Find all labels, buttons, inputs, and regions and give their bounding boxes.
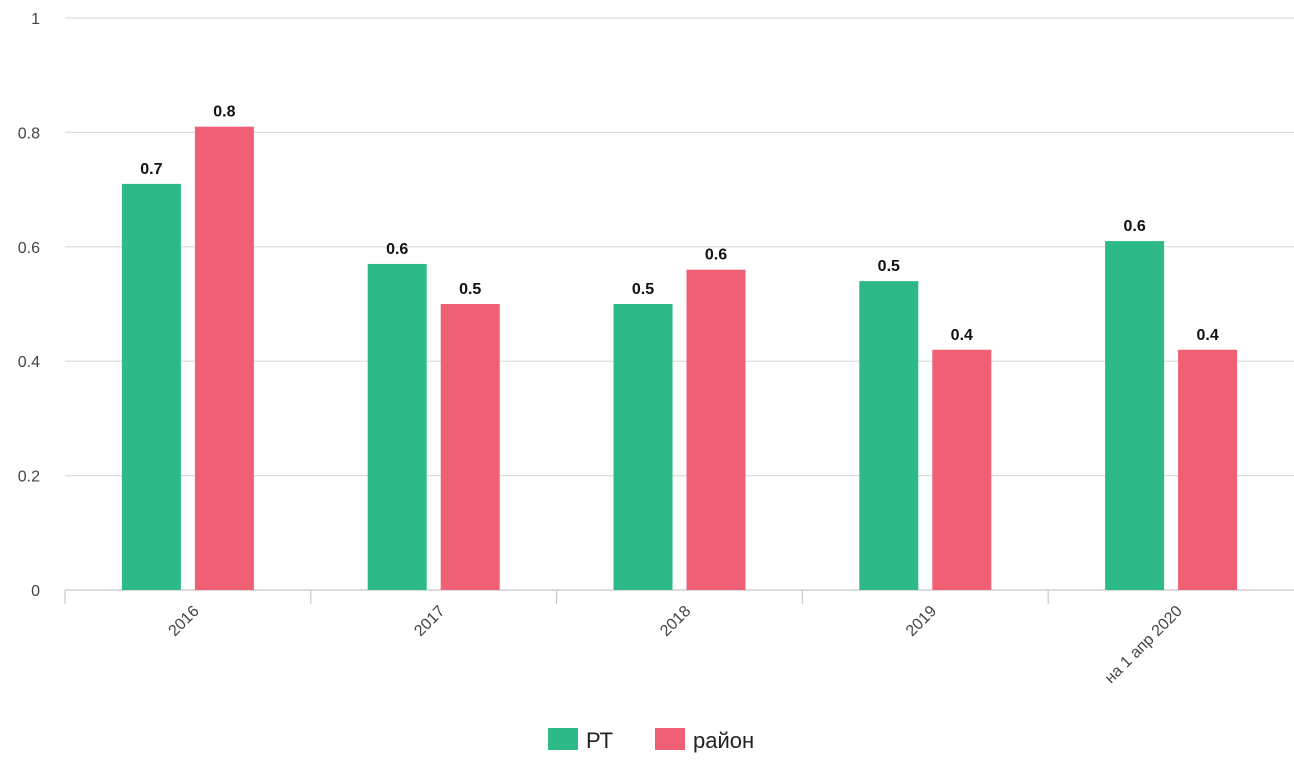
bars-layer <box>121 126 1238 591</box>
x-tick-label: 2017 <box>411 603 448 640</box>
x-tick-label: 2019 <box>903 603 940 640</box>
legend-label: РТ <box>586 728 613 753</box>
bar-raion <box>194 126 254 591</box>
data-label: 0.4 <box>951 327 973 344</box>
y-tick-label: 0 <box>31 583 40 600</box>
data-labels-layer: 0.7 0.6 0.5 0.5 0.6 0.8 0.5 0.6 0.4 0.4 <box>140 104 1219 344</box>
bar-raion <box>440 304 500 590</box>
bar-raion <box>686 269 746 590</box>
bar-raion <box>932 349 992 590</box>
y-tick-label: 0.6 <box>18 240 40 257</box>
bar-rt <box>613 304 673 590</box>
bar-raion <box>1178 349 1238 590</box>
legend-swatch <box>655 728 685 750</box>
legend-swatch <box>548 728 578 750</box>
legend: РТ район <box>548 728 754 753</box>
bar-rt <box>367 263 427 590</box>
data-label: 0.6 <box>386 241 408 258</box>
bar-rt <box>121 183 181 590</box>
bar-rt <box>1105 241 1165 590</box>
legend-label: район <box>693 728 754 753</box>
y-tick-label: 0.2 <box>18 469 40 486</box>
data-label: 0.5 <box>878 258 900 275</box>
bar-rt <box>859 281 919 590</box>
x-tick-label: 2018 <box>657 603 694 640</box>
data-label: 0.5 <box>459 281 481 298</box>
data-label: 0.6 <box>705 247 727 264</box>
y-tick-label: 0.4 <box>18 354 40 371</box>
x-tick-label: на 1 апр 2020 <box>1102 603 1186 687</box>
data-label: 0.5 <box>632 281 654 298</box>
data-label: 0.8 <box>213 104 235 121</box>
data-label: 0.7 <box>140 161 162 178</box>
data-label: 0.4 <box>1196 327 1218 344</box>
grid-layer <box>65 17 1294 477</box>
y-tick-label: 0.8 <box>18 125 40 142</box>
data-label: 0.6 <box>1123 218 1145 235</box>
x-tick-label: 2016 <box>166 603 203 640</box>
y-tick-label: 1 <box>31 11 40 28</box>
